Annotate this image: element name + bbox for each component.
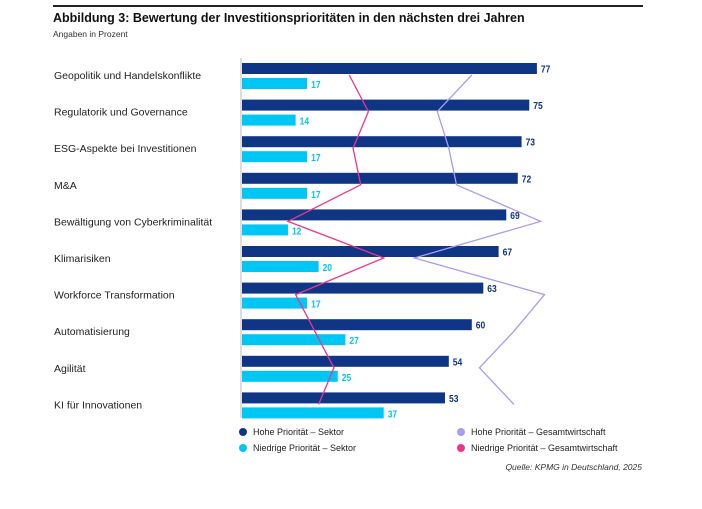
bar-low-sector [242, 334, 346, 346]
bar-high-sector [242, 209, 507, 221]
line-low-economy [286, 74, 386, 405]
bar-high-sector [242, 172, 518, 184]
legend-marker [239, 428, 247, 436]
category-label: KI für Innovationen [54, 399, 142, 411]
bar-low-sector [242, 187, 308, 199]
bar-high-sector [242, 282, 484, 294]
data-label-low: 37 [388, 409, 397, 420]
bar-high-sector [242, 99, 530, 111]
legend-label: Niedrige Priorität – Sektor [253, 443, 356, 453]
bar-low-sector [242, 78, 308, 89]
data-label-low: 27 [349, 336, 358, 347]
data-label-high: 69 [510, 210, 519, 221]
data-label-low: 17 [311, 189, 320, 200]
bar-low-sector [242, 261, 319, 272]
bar-low-sector [242, 151, 308, 163]
data-label-low: 20 [323, 262, 332, 273]
data-label-low: 14 [300, 116, 310, 127]
category-label: Workforce Transformation [54, 290, 175, 302]
bar-low-sector [242, 114, 296, 126]
bar-high-sector [242, 246, 499, 257]
category-label: Klimarisiken [54, 253, 111, 265]
data-label-low: 12 [292, 226, 301, 237]
category-label: Agilität [54, 363, 86, 375]
bar-high-sector [242, 392, 445, 404]
data-label-high: 77 [541, 64, 550, 75]
category-label: Regulatorik und Governance [54, 107, 188, 119]
bar-low-sector [242, 224, 288, 236]
bar-high-sector [242, 355, 449, 367]
category-label: Bewältigung von Cyberkriminalität [54, 216, 212, 228]
data-label-high: 67 [503, 247, 512, 258]
data-label-low: 17 [311, 153, 320, 164]
legend-marker [457, 444, 465, 452]
legend-label: Hohe Priorität – Sektor [253, 427, 344, 437]
data-label-high: 60 [476, 320, 485, 331]
legend-label: Niedrige Priorität – Gesamtwirtschaft [471, 443, 618, 453]
top-rule [53, 5, 643, 7]
chart-title: Abbildung 3: Bewertung der Investitionsp… [53, 11, 525, 25]
category-label: Automatisierung [54, 326, 130, 338]
bar-low-sector [242, 297, 308, 309]
chart-subtitle: Angaben in Prozent [53, 29, 128, 39]
source-note: Quelle: KPMG in Deutschland, 2025 [505, 462, 642, 472]
bar-high-sector [242, 63, 537, 74]
bar-low-sector [242, 407, 384, 419]
legend-label: Hohe Priorität – Gesamtwirtschaft [471, 427, 606, 437]
data-label-low: 17 [311, 299, 320, 310]
data-label-high: 53 [449, 393, 458, 404]
data-label-low: 25 [342, 372, 351, 383]
category-label: M&A [54, 180, 77, 192]
data-label-low: 17 [311, 79, 320, 90]
data-label-high: 54 [453, 357, 463, 368]
data-label-high: 75 [533, 100, 542, 111]
bar-low-sector [242, 370, 338, 382]
category-label: Geopolitik und Handelskonflikte [54, 70, 201, 82]
data-label-high: 72 [522, 174, 531, 185]
category-label: ESG-Aspekte bei Investitionen [54, 143, 197, 155]
data-label-high: 73 [526, 137, 535, 148]
legend-marker [457, 428, 465, 436]
data-label-high: 63 [487, 283, 496, 294]
legend-marker [239, 444, 247, 452]
line-high-economy [411, 74, 546, 405]
bar-high-sector [242, 319, 472, 331]
bar-high-sector [242, 136, 522, 148]
